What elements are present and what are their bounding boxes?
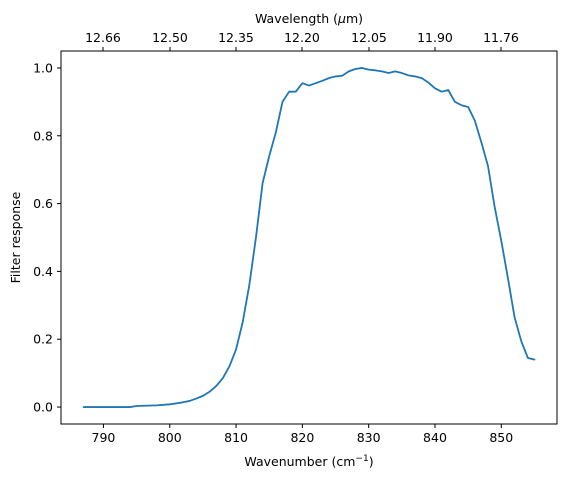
top-x-axis-title: Wavelength (μm) — [255, 11, 363, 26]
x-tick-label: 840 — [423, 430, 447, 445]
top-x-axis-title-main: Wavelength ( — [255, 11, 338, 26]
x-tick-label: 810 — [224, 430, 248, 445]
x-tick-label: 830 — [357, 430, 381, 445]
y-tick-label: 0.2 — [33, 332, 53, 347]
x-axis-title-main: Wavenumber (cm — [244, 454, 355, 469]
x-tick-label: 850 — [489, 430, 513, 445]
x-axis-title-sup: −1 — [355, 454, 368, 464]
top-x-axis-title-mu: μ — [337, 11, 346, 26]
top-x-axis-ticks: 12.66 12.50 12.35 12.20 12.05 11.90 11.76 — [85, 30, 519, 51]
plot-frame — [60, 50, 558, 425]
x-axis-ticks: 790 800 810 820 830 840 850 — [92, 424, 513, 445]
top-x-tick-label: 12.05 — [351, 30, 387, 45]
filter-response-line — [82, 67, 536, 408]
x-axis-title-end: ) — [369, 454, 374, 469]
x-tick-label: 800 — [158, 430, 182, 445]
y-tick-label: 0.0 — [33, 400, 53, 415]
x-axis-title: Wavenumber (cm−1) — [244, 454, 373, 469]
y-tick-label: 0.6 — [33, 196, 53, 211]
y-tick-label: 1.0 — [33, 60, 53, 75]
top-x-tick-label: 12.66 — [85, 30, 121, 45]
top-x-tick-label: 11.90 — [417, 30, 453, 45]
x-tick-label: 790 — [92, 430, 116, 445]
top-x-tick-label: 12.35 — [218, 30, 254, 45]
top-x-tick-label: 11.76 — [483, 30, 519, 45]
top-x-tick-label: 12.20 — [284, 30, 320, 45]
y-tick-label: 0.4 — [33, 264, 53, 279]
top-x-axis-title-end: m) — [346, 11, 363, 26]
top-x-tick-label: 12.50 — [152, 30, 188, 45]
y-axis-ticks: 0.0 0.2 0.4 0.6 0.8 1.0 — [33, 60, 61, 415]
plot-area — [60, 50, 558, 425]
y-tick-label: 0.8 — [33, 128, 53, 143]
y-axis-title: Filter response — [8, 191, 23, 283]
x-tick-label: 820 — [290, 430, 314, 445]
